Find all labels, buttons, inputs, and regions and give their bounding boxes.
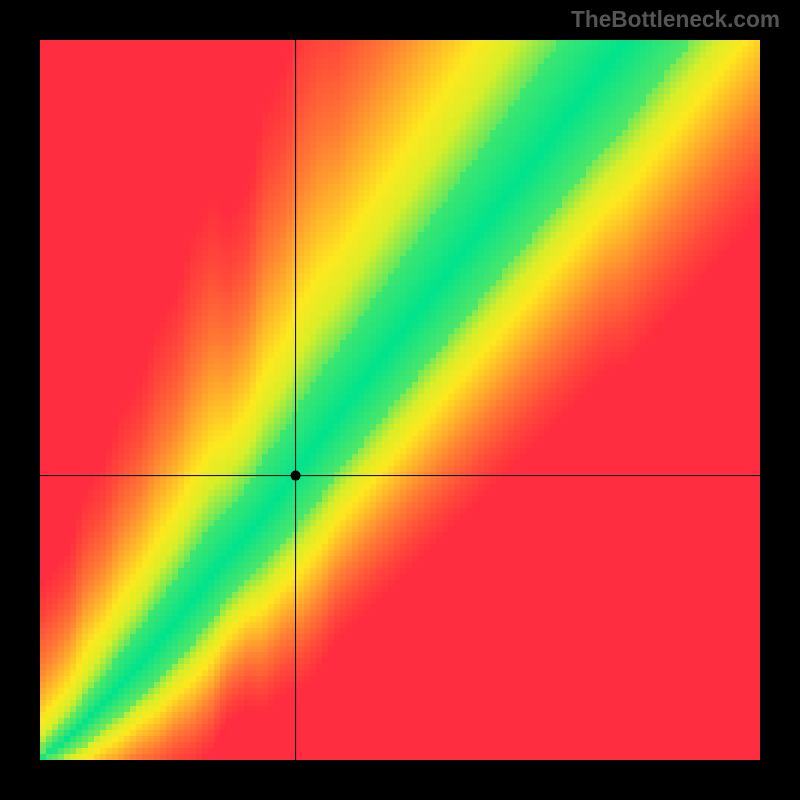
watermark-label: TheBottleneck.com	[571, 6, 780, 33]
chart-container: TheBottleneck.com	[0, 0, 800, 800]
bottleneck-heatmap	[0, 0, 800, 800]
